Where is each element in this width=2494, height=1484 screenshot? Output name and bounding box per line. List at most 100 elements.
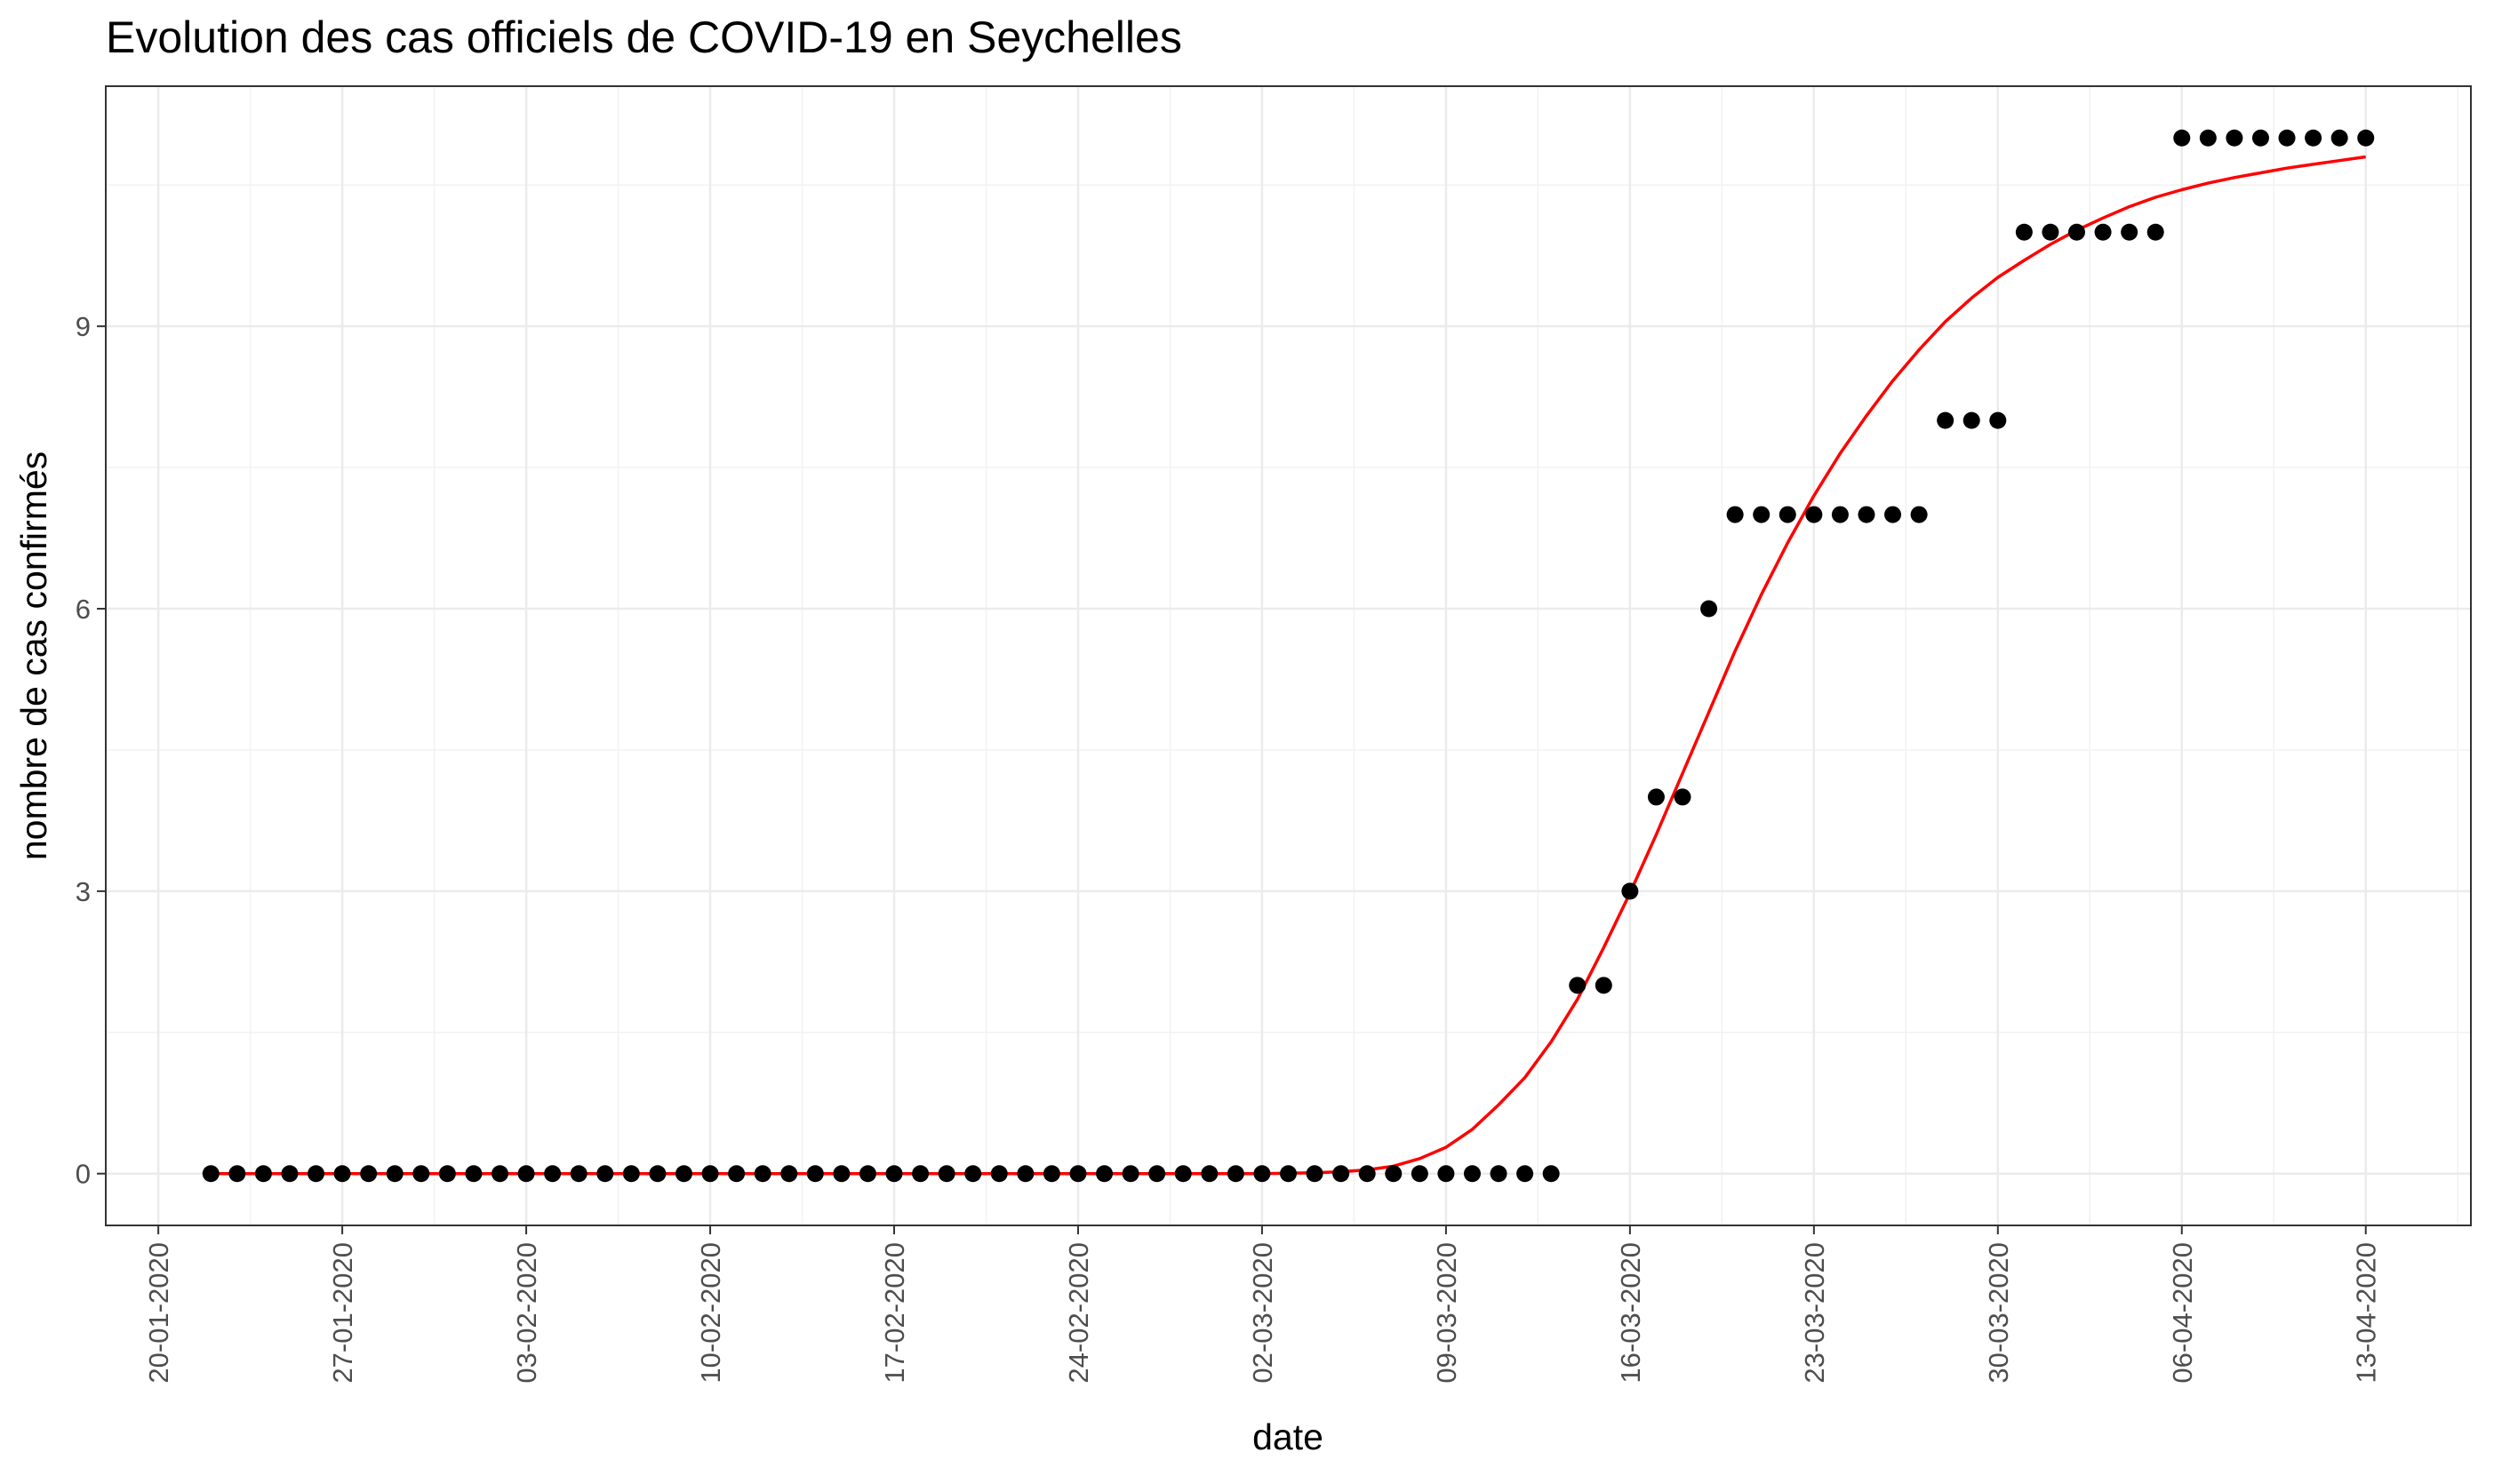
data-point [622, 1165, 640, 1183]
data-point [675, 1165, 692, 1183]
data-point [2121, 223, 2138, 241]
panel-border [105, 85, 2472, 1226]
data-point [1043, 1165, 1060, 1183]
data-point [228, 1165, 246, 1183]
data-point [964, 1165, 982, 1183]
x-tick-label: 23-03-2020 [1799, 1242, 1830, 1384]
data-point [1700, 600, 1718, 618]
data-point [701, 1165, 719, 1183]
data-point [1910, 506, 1928, 523]
x-tick-label: 17-02-2020 [879, 1242, 910, 1384]
data-point [517, 1165, 535, 1183]
data-point [1753, 506, 1771, 523]
data-point [1621, 882, 1639, 900]
x-axis: 20-01-2020 27-01-2020 03-02-2020 10-02-2020… [143, 1225, 2382, 1384]
data-point [1306, 1165, 1323, 1183]
data-point [570, 1165, 588, 1183]
x-tick-label: 02-03-2020 [1247, 1242, 1278, 1384]
data-point [412, 1165, 430, 1183]
data-point [780, 1165, 798, 1183]
data-point [1516, 1165, 1534, 1183]
data-point [1463, 1165, 1481, 1183]
data-point [1122, 1165, 1139, 1183]
data-point [1490, 1165, 1507, 1183]
data-point [1989, 411, 2007, 429]
data-point [2094, 223, 2112, 241]
y-axis: 0 3 6 9 [76, 311, 106, 1190]
data-point [1148, 1165, 1166, 1183]
data-point [1779, 506, 1796, 523]
data-point [1542, 1165, 1560, 1183]
data-point [2068, 223, 2085, 241]
data-point [1017, 1165, 1035, 1183]
grid-lines [106, 86, 2471, 1225]
data-point [1726, 506, 1744, 523]
data-point [1385, 1165, 1403, 1183]
data-point [1595, 977, 1612, 994]
data-point [596, 1165, 614, 1183]
data-point [806, 1165, 824, 1183]
data-point [649, 1165, 667, 1183]
data-point [281, 1165, 299, 1183]
data-point [1096, 1165, 1114, 1183]
data-point [2015, 223, 2033, 241]
data-point [1569, 977, 1587, 994]
data-point [990, 1165, 1008, 1183]
data-point [754, 1165, 771, 1183]
data-point [1937, 411, 1954, 429]
data-point [938, 1165, 955, 1183]
data-point [2199, 129, 2217, 147]
data-point [859, 1165, 876, 1183]
x-tick-label: 16-03-2020 [1615, 1242, 1646, 1384]
data-point [202, 1165, 220, 1183]
data-point [2251, 129, 2269, 147]
data-point [1674, 788, 1691, 806]
data-point [1858, 506, 1875, 523]
y-tick-label: 0 [76, 1159, 91, 1190]
data-point [1201, 1165, 1219, 1183]
data-point [885, 1165, 903, 1183]
data-point [1647, 788, 1665, 806]
data-point [544, 1165, 562, 1183]
data-point [333, 1165, 351, 1183]
data-point [2305, 129, 2322, 147]
data-point [1332, 1165, 1350, 1183]
data-point [308, 1165, 325, 1183]
x-tick-label: 24-02-2020 [1063, 1242, 1094, 1384]
x-axis-title: date [1252, 1416, 1323, 1457]
data-point [1174, 1165, 1192, 1183]
chart-title: Evolution des cas officiels de COVID-19 … [106, 12, 1182, 62]
data-point [1069, 1165, 1087, 1183]
data-point [1805, 506, 1823, 523]
x-tick-label: 30-03-2020 [1983, 1242, 2014, 1384]
data-points [202, 129, 2375, 1183]
data-point [2042, 223, 2059, 241]
data-point [1253, 1165, 1271, 1183]
data-point [386, 1165, 404, 1183]
data-point [465, 1165, 483, 1183]
data-point [492, 1165, 508, 1183]
y-tick-label: 9 [76, 311, 91, 342]
y-tick-label: 6 [76, 594, 91, 625]
data-point [2330, 129, 2348, 147]
data-point [2173, 129, 2191, 147]
x-tick-label: 27-01-2020 [327, 1242, 358, 1384]
x-tick-label: 13-04-2020 [2351, 1242, 2382, 1384]
data-point [1358, 1165, 1376, 1183]
data-point [1227, 1165, 1244, 1183]
data-point [438, 1165, 456, 1183]
y-axis-title: nombre de cas confirmés [13, 451, 54, 860]
data-point [1437, 1165, 1455, 1183]
x-tick-label: 09-03-2020 [1431, 1242, 1462, 1384]
x-tick-label: 20-01-2020 [143, 1242, 174, 1384]
x-tick-label: 06-04-2020 [2167, 1242, 2198, 1384]
data-point [2278, 129, 2296, 147]
x-tick-label: 03-02-2020 [511, 1242, 542, 1384]
x-tick-label: 10-02-2020 [695, 1242, 726, 1384]
data-point [1962, 411, 1980, 429]
data-point [728, 1165, 746, 1183]
data-point [2226, 129, 2243, 147]
data-point [1280, 1165, 1297, 1183]
